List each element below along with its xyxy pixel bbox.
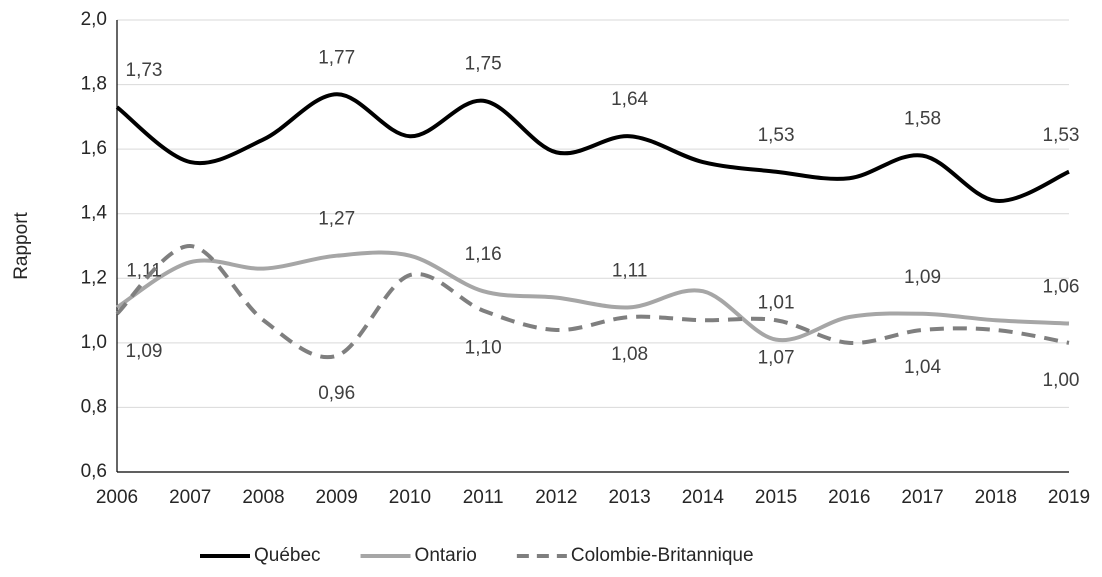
x-tick-label: 2018 — [975, 487, 1017, 508]
data-label: 0,96 — [318, 383, 355, 404]
data-label: 1,27 — [318, 209, 355, 230]
data-label: 1,77 — [318, 47, 355, 68]
data-label: 1,08 — [611, 344, 648, 365]
series-line — [115, 250, 1070, 343]
series-line — [115, 243, 1070, 360]
data-label: 1,04 — [904, 357, 941, 378]
data-label: 1,53 — [1043, 125, 1080, 146]
x-tick-label: 2012 — [535, 487, 577, 508]
legend-label: Colombie-Britannique — [571, 545, 754, 566]
data-label: 1,58 — [904, 109, 941, 130]
data-label: 1,01 — [758, 293, 795, 314]
data-label: 1,16 — [465, 244, 502, 265]
x-tick-label: 2008 — [242, 487, 284, 508]
x-tick-label: 2013 — [608, 487, 650, 508]
data-label: 1,10 — [465, 338, 502, 359]
data-label: 1,73 — [126, 60, 163, 81]
data-label: 1,53 — [758, 125, 795, 146]
data-label: 1,64 — [611, 89, 648, 110]
data-label: 1,09 — [904, 267, 941, 288]
data-label: 1,06 — [1043, 277, 1080, 298]
x-tick-label: 2010 — [389, 487, 431, 508]
x-tick-label: 2007 — [169, 487, 211, 508]
data-label: 1,07 — [758, 347, 795, 368]
y-tick-label: 1,8 — [81, 74, 107, 95]
x-tick-label: 2015 — [755, 487, 797, 508]
x-tick-label: 2009 — [316, 487, 358, 508]
y-tick-label: 0,6 — [81, 461, 107, 482]
x-tick-label: 2017 — [901, 487, 943, 508]
y-tick-label: 1,0 — [81, 332, 107, 353]
y-axis-title: Rapport — [11, 211, 32, 279]
y-tick-label: 2,0 — [81, 9, 107, 30]
legend-label: Québec — [254, 545, 321, 566]
data-label: 1,00 — [1043, 370, 1080, 391]
data-label: 1,09 — [126, 341, 163, 362]
data-label: 1,11 — [612, 260, 648, 281]
legend-label: Ontario — [415, 545, 477, 566]
y-tick-label: 0,8 — [81, 396, 107, 417]
data-label: 1,11 — [126, 260, 162, 281]
x-tick-label: 2019 — [1048, 487, 1090, 508]
y-tick-label: 1,2 — [81, 267, 107, 288]
x-tick-label: 2016 — [828, 487, 870, 508]
data-label: 1,75 — [465, 54, 502, 75]
y-tick-label: 1,6 — [81, 138, 107, 159]
x-tick-label: 2014 — [682, 487, 725, 508]
series-line — [115, 92, 1070, 203]
x-tick-label: 2011 — [463, 487, 504, 508]
y-tick-label: 1,4 — [81, 203, 108, 224]
x-tick-label: 2006 — [96, 487, 138, 508]
